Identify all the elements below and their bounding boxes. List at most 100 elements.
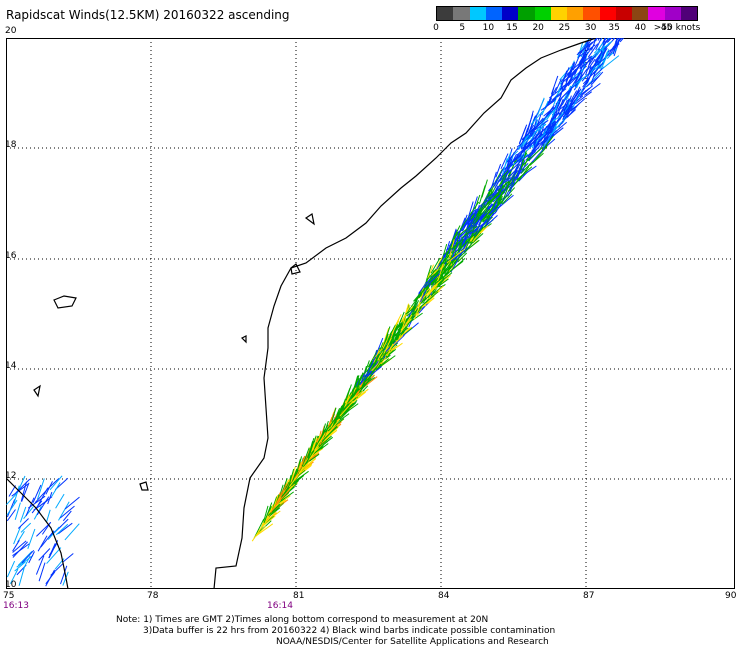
wind-barb xyxy=(382,326,391,348)
wind-barb xyxy=(46,547,62,564)
legend-label-5: 5 xyxy=(459,23,466,33)
wind-barb xyxy=(400,314,413,333)
wind-barb xyxy=(520,150,527,171)
wind-barb xyxy=(470,201,480,214)
wind-barb xyxy=(383,337,392,354)
wind-barb xyxy=(542,133,555,149)
legend-label-30: 30 xyxy=(584,23,597,33)
legend-swatch xyxy=(632,7,649,20)
wind-barb xyxy=(49,543,58,556)
wind-barb xyxy=(361,365,375,382)
legend-label-20: 20 xyxy=(532,23,544,33)
wind-barb xyxy=(472,233,484,244)
wind-barb xyxy=(260,515,276,528)
wind-barb xyxy=(33,506,42,520)
wind-barb xyxy=(6,509,16,522)
wind-barb xyxy=(486,212,495,225)
wind-barb xyxy=(508,155,522,166)
wind-barb xyxy=(474,211,485,229)
wind-barb xyxy=(543,106,555,117)
wind-barb xyxy=(520,139,532,150)
legend-swatch xyxy=(615,7,632,20)
wind-barb xyxy=(558,105,569,115)
wind-barb xyxy=(312,442,318,455)
map-frame xyxy=(6,38,735,589)
wind-barb xyxy=(435,272,453,287)
wind-barb xyxy=(398,318,407,340)
wind-barb xyxy=(336,409,350,420)
legend-color-bar xyxy=(436,6,698,21)
wind-barb xyxy=(288,474,305,488)
wind-barb xyxy=(568,61,576,78)
wind-barb xyxy=(546,117,553,132)
wind-barb xyxy=(459,218,469,234)
wind-barb xyxy=(327,418,345,432)
wind-barb xyxy=(403,308,417,325)
wind-barb xyxy=(38,562,46,582)
wind-barb xyxy=(474,194,481,210)
wind-barb xyxy=(425,268,437,282)
wind-barb xyxy=(35,555,45,575)
wind-barb xyxy=(540,130,553,146)
wind-barb xyxy=(12,541,28,558)
wind-barb xyxy=(470,228,483,244)
legend-swatch xyxy=(567,7,584,20)
wind-barb xyxy=(468,225,479,239)
wind-barb xyxy=(549,121,563,137)
wind-barb xyxy=(460,225,478,239)
wind-barb xyxy=(37,478,45,500)
wind-barb xyxy=(500,153,509,170)
wind-barb xyxy=(514,154,525,165)
wind-barb xyxy=(270,497,282,513)
wind-barb xyxy=(14,561,26,572)
legend-swatch xyxy=(453,7,470,20)
wind-barb xyxy=(13,485,20,504)
coastline-segment xyxy=(53,295,77,309)
wind-barb xyxy=(437,263,444,282)
lat-label-14: 14 xyxy=(5,361,17,371)
wind-barb xyxy=(557,85,564,105)
wind-barb xyxy=(323,426,337,441)
wind-barb xyxy=(489,203,498,215)
lat-label-10: 10 xyxy=(5,580,17,590)
wind-barb xyxy=(437,278,449,288)
wind-barb xyxy=(464,217,477,232)
wind-barb xyxy=(404,312,423,326)
wind-barb xyxy=(423,273,441,289)
wind-barb xyxy=(530,130,544,142)
wind-barb xyxy=(12,539,20,552)
wind-barb xyxy=(396,328,407,341)
wind-barb xyxy=(397,316,410,331)
wind-barb xyxy=(552,100,560,116)
wind-barb xyxy=(390,323,398,345)
wind-barb xyxy=(594,51,603,67)
wind-map[interactable] xyxy=(6,38,735,589)
wind-barb xyxy=(521,142,533,154)
time-label-mid: 16:14 xyxy=(267,601,293,611)
wind-barb xyxy=(6,560,16,578)
wind-barb xyxy=(418,303,428,314)
note-line-1: Note: 1) Times are GMT 2)Times along bot… xyxy=(116,615,489,625)
wind-barb xyxy=(568,71,582,86)
wind-barb xyxy=(6,499,16,518)
wind-speed-legend: 0 5 10 15 20 25 30 35 40 45 >50 knots xyxy=(433,6,700,36)
legend-swatch xyxy=(550,7,567,20)
wind-barb xyxy=(463,232,474,253)
wind-barb xyxy=(450,247,469,262)
note-line-2: 3)Data buffer is 22 hrs from 20160322 4)… xyxy=(143,626,556,636)
wind-barb xyxy=(521,146,540,161)
wind-barb xyxy=(493,190,502,201)
wind-barb xyxy=(55,493,65,509)
wind-barb xyxy=(563,98,570,113)
wind-barb xyxy=(511,169,518,183)
wind-barb xyxy=(590,71,604,86)
wind-barb xyxy=(603,38,606,44)
legend-swatch xyxy=(680,7,697,20)
wind-barb xyxy=(547,117,554,131)
wind-barb xyxy=(548,93,563,104)
legend-swatch xyxy=(599,7,616,20)
wind-barb xyxy=(572,88,582,101)
wind-barb xyxy=(423,283,438,298)
wind-barb xyxy=(544,135,554,149)
wind-barb xyxy=(584,82,601,96)
